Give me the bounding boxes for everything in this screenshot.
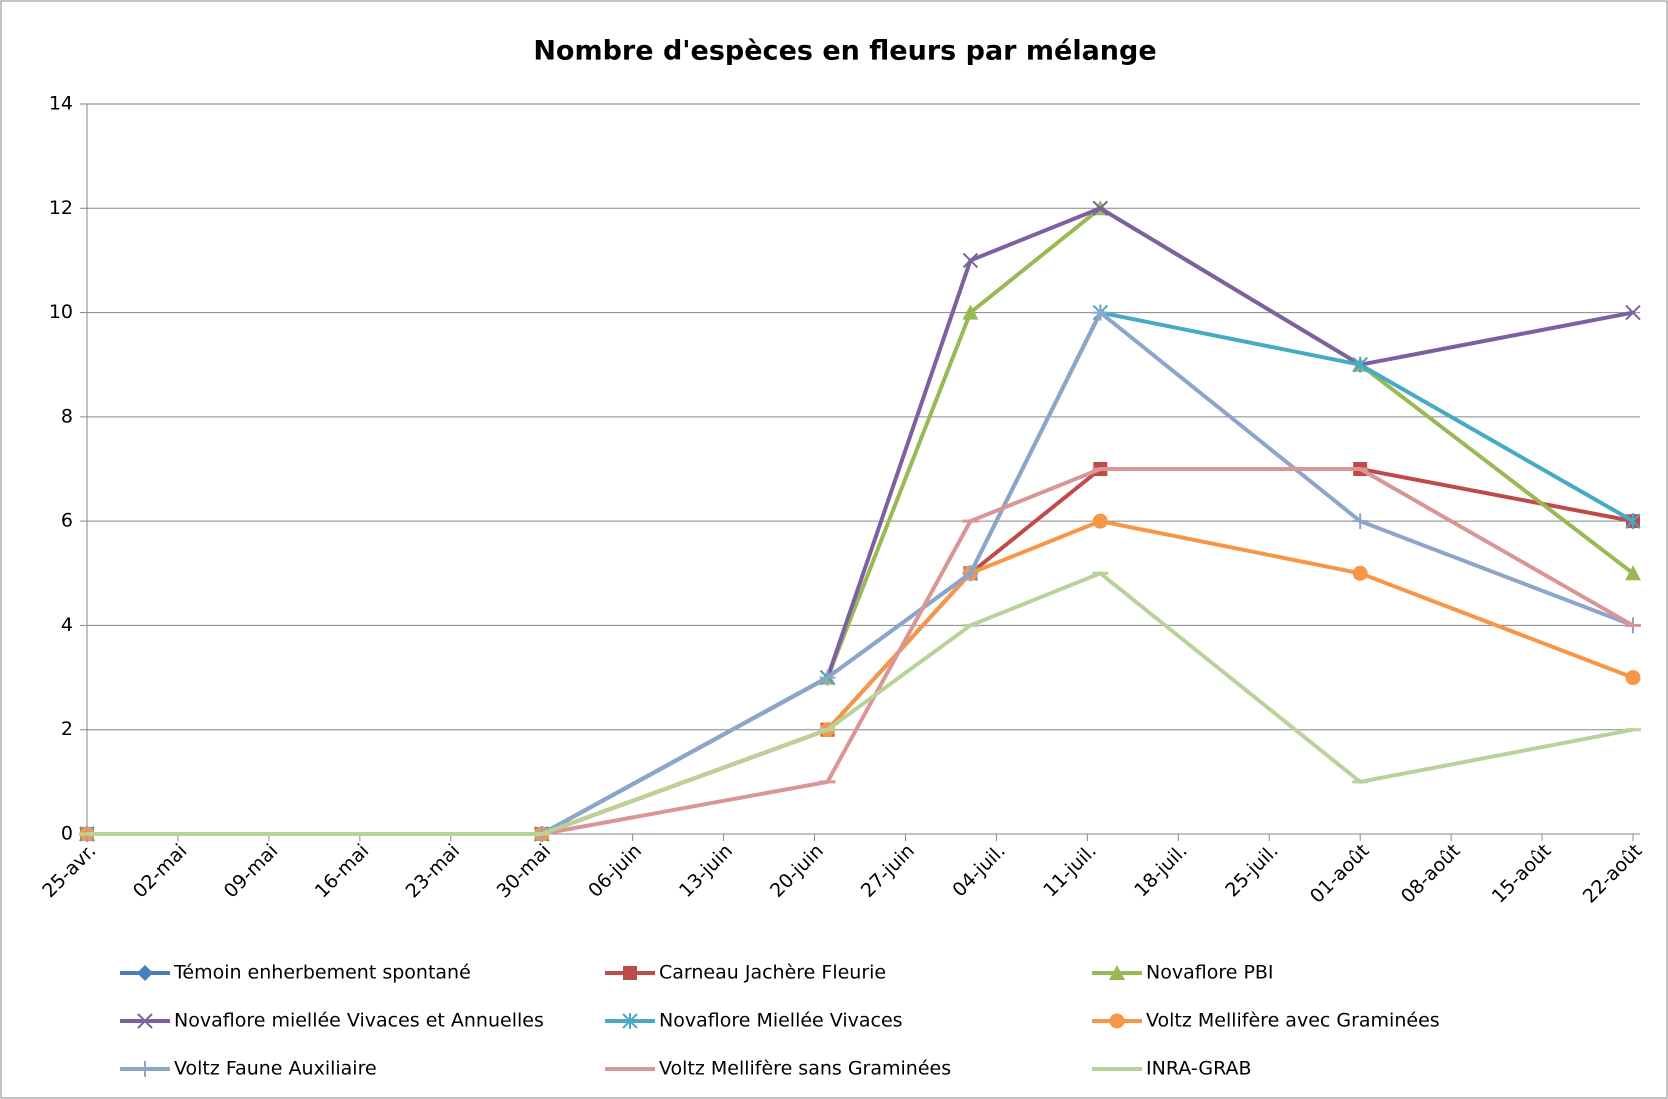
legend-label: Voltz Mellifère avec Graminées [1146, 1010, 1440, 1032]
data-point [1625, 670, 1641, 686]
legend-marker [137, 1061, 153, 1077]
legend-label: Voltz Mellifère sans Graminées [659, 1058, 951, 1080]
y-tick-label: 6 [61, 510, 73, 532]
y-tick-label: 4 [61, 614, 73, 636]
legend-label: Témoin enherbement spontané [173, 962, 471, 984]
data-point [1352, 513, 1369, 530]
legend-marker [622, 1013, 638, 1029]
legend-marker [1109, 965, 1125, 980]
data-point [1625, 304, 1641, 321]
y-tick-label: 8 [61, 405, 73, 427]
data-point [1352, 356, 1368, 373]
legend-item: Carneau Jachère Fleurie [605, 962, 886, 984]
data-point [1092, 200, 1109, 216]
data-point [962, 304, 979, 320]
legend-marker [137, 1013, 153, 1029]
legend-item: Voltz Mellifère sans Graminées [605, 1058, 951, 1080]
legend-item: Novaflore Miellée Vivaces [605, 1010, 903, 1032]
legend-item: Témoin enherbement spontané [120, 962, 471, 984]
legend-marker [623, 966, 637, 980]
legend-item: Voltz Faune Auxiliaire [120, 1058, 377, 1080]
legend-label: Voltz Faune Auxiliaire [174, 1058, 377, 1080]
legend-label: Carneau Jachère Fleurie [659, 962, 886, 984]
data-point [1352, 565, 1368, 581]
legend-marker [137, 965, 153, 981]
legend-label: INRA-GRAB [1146, 1058, 1252, 1080]
data-point [1625, 513, 1641, 530]
legend-label: Novaflore Miellée Vivaces [659, 1010, 903, 1032]
y-tick-label: 0 [61, 823, 73, 845]
chart-title: Nombre d'espèces en fleurs par mélange [533, 36, 1156, 67]
y-tick-label: 12 [49, 197, 73, 219]
y-tick-label: 2 [61, 718, 73, 740]
legend-label: Novaflore PBI [1146, 962, 1274, 984]
data-point [962, 252, 979, 269]
legend-marker [1109, 1013, 1125, 1029]
legend-label: Novaflore miellée Vivaces et Annuelles [174, 1010, 544, 1032]
legend-item: Novaflore PBI [1092, 962, 1274, 984]
data-point [819, 669, 836, 686]
legend-item: Novaflore miellée Vivaces et Annuelles [120, 1010, 544, 1032]
data-point [1092, 304, 1109, 321]
data-point [1625, 565, 1641, 581]
y-tick-label: 10 [49, 301, 73, 323]
data-point [962, 565, 979, 582]
data-point [1092, 513, 1108, 529]
legend-item: INRA-GRAB [1092, 1058, 1252, 1080]
legend-item: Voltz Mellifère avec Graminées [1092, 1010, 1440, 1032]
y-tick-label: 14 [49, 93, 73, 115]
